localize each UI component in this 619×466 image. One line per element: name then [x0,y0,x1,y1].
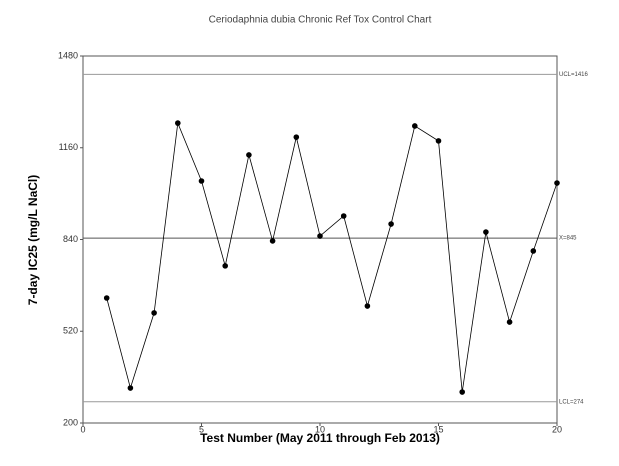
data-point [222,263,228,269]
data-point [246,152,252,158]
data-point [530,248,537,254]
data-point [127,385,134,391]
x-tick-label: 0 [80,424,85,434]
data-point [103,295,110,301]
data-point [317,233,323,239]
y-axis-label: 7-day IC25 (mg/L NaCl) [26,175,40,305]
x-tick-label: 15 [433,424,443,434]
control-line-label: LCL=274 [559,399,584,405]
data-point [554,180,560,186]
data-point [435,138,442,144]
y-tick-label: 200 [63,417,78,427]
data-point [151,310,157,316]
data-point [340,213,347,219]
data-point [364,303,371,309]
data-point [175,120,181,126]
data-point [459,389,466,395]
x-axis-label: Test Number (May 2011 through Feb 2013) [200,431,440,445]
x-tick-label: 20 [552,424,562,434]
data-point [388,221,394,227]
y-tick-label: 1480 [58,50,78,60]
x-tick-label: 5 [199,424,204,434]
y-tick-label: 840 [63,234,78,244]
control-line-label: X=845 [559,236,577,242]
plot-frame [82,55,558,424]
data-point [412,123,418,129]
data-point [483,229,489,235]
data-point [269,238,276,244]
y-tick-label: 520 [63,326,78,336]
data-point [506,319,513,325]
data-line [106,121,558,393]
data-point [293,134,300,140]
control-line-label: UCL=1416 [559,72,589,78]
chart-title: Ceriodaphnia dubia Chronic Ref Tox Contr… [209,15,432,26]
data-point [198,178,205,184]
x-tick-label: 10 [315,424,325,434]
y-tick-label: 1160 [59,142,78,152]
